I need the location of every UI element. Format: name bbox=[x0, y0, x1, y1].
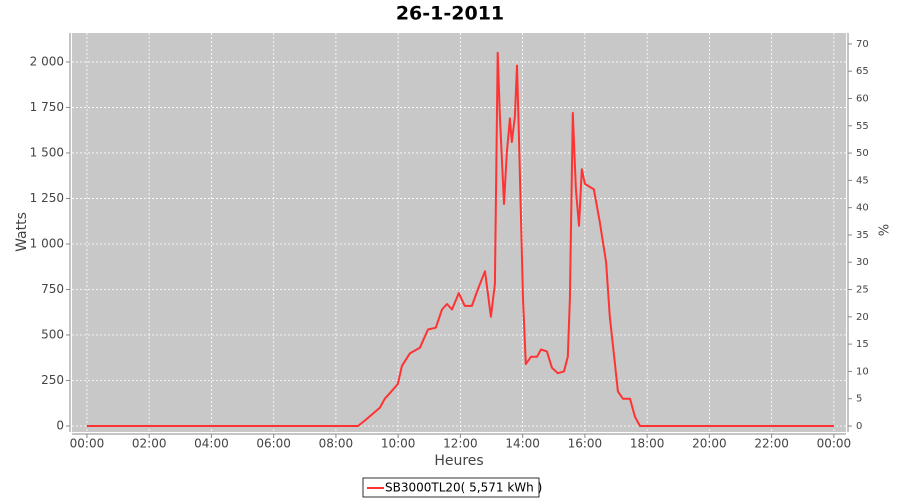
legend-label: SB3000TL20( 5,571 kWh ) bbox=[385, 481, 542, 495]
y-tick-label: 0 bbox=[56, 418, 64, 432]
y-tick-label: 1 250 bbox=[30, 191, 64, 205]
y2-tick-label: 5 bbox=[856, 394, 862, 405]
y2-tick-label: 70 bbox=[856, 39, 869, 50]
y-tick-label: 1 500 bbox=[30, 145, 64, 159]
x-tick-label: 00:00 bbox=[70, 437, 105, 451]
x-tick-label: 20:00 bbox=[692, 437, 727, 451]
x-tick-label: 10:00 bbox=[381, 437, 416, 451]
y2-tick-label: 30 bbox=[856, 257, 869, 268]
y2-axis-label: % bbox=[875, 224, 890, 236]
y2-tick-label: 35 bbox=[856, 230, 869, 241]
y2-tick-label: 65 bbox=[856, 66, 869, 77]
x-tick-label: 08:00 bbox=[319, 437, 354, 451]
x-tick-label: 14:00 bbox=[505, 437, 540, 451]
y-axis-label: Watts bbox=[14, 212, 30, 252]
legend bbox=[362, 477, 540, 498]
y-tick-label: 250 bbox=[41, 373, 64, 387]
x-tick-label: 04:00 bbox=[194, 437, 229, 451]
x-tick-label: 16:00 bbox=[568, 437, 603, 451]
plot-area bbox=[72, 33, 846, 432]
y2-tick-label: 10 bbox=[856, 366, 869, 377]
x-tick-label: 22:00 bbox=[754, 437, 789, 451]
y-tick-label: 2 000 bbox=[30, 54, 64, 68]
y2-tick-label: 60 bbox=[856, 93, 869, 104]
x-tick-label: 06:00 bbox=[256, 437, 291, 451]
x-axis-label: Heures bbox=[434, 453, 483, 469]
y2-tick-label: 0 bbox=[856, 421, 862, 432]
series-line bbox=[86, 51, 834, 427]
y2-tick-label: 25 bbox=[856, 285, 869, 296]
y2-tick-label: 45 bbox=[856, 175, 869, 186]
y-tick-label: 500 bbox=[41, 327, 64, 341]
y2-tick-label: 20 bbox=[856, 312, 869, 323]
y-tick-label: 1 750 bbox=[30, 100, 64, 114]
y-tick-label: 750 bbox=[41, 282, 64, 296]
x-tick-label: 18:00 bbox=[630, 437, 665, 451]
y2-tick-label: 55 bbox=[856, 121, 869, 132]
x-tick-label: 12:00 bbox=[443, 437, 478, 451]
y2-tick-label: 15 bbox=[856, 339, 869, 350]
x-tick-label: 00:00 bbox=[817, 437, 852, 451]
x-tick-label: 02:00 bbox=[132, 437, 167, 451]
y-tick-label: 1 000 bbox=[30, 236, 64, 250]
chart-title: 26-1-2011 bbox=[396, 3, 504, 25]
y2-tick-label: 40 bbox=[856, 203, 869, 214]
y2-tick-label: 50 bbox=[856, 148, 869, 159]
